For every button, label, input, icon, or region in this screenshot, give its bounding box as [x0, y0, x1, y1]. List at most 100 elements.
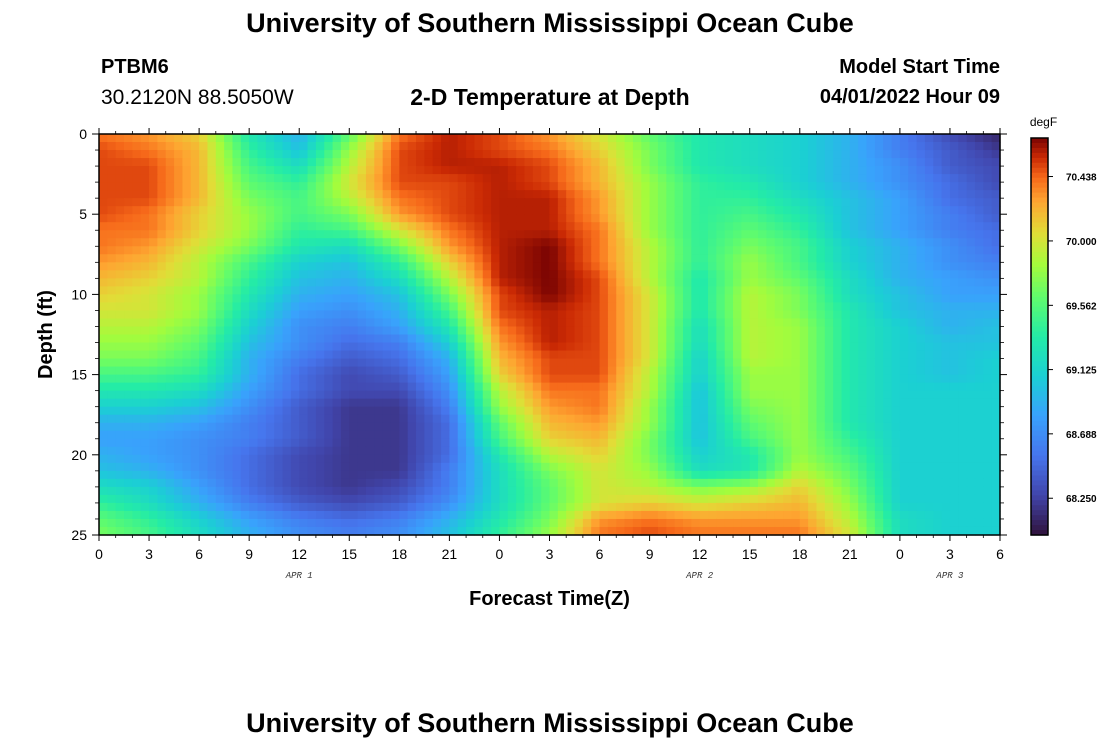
heatmap-cell	[924, 414, 934, 424]
heatmap-cell	[207, 374, 217, 384]
heatmap-cell	[99, 374, 108, 384]
heatmap-cell	[307, 478, 317, 488]
heatmap-cell	[824, 342, 834, 352]
heatmap-cell	[749, 310, 759, 320]
heatmap-cell	[749, 302, 759, 312]
heatmap-cell	[966, 262, 976, 271]
heatmap-cell	[758, 342, 767, 352]
heatmap-cell	[866, 190, 876, 199]
heatmap-cell	[824, 294, 834, 304]
heatmap-cell	[883, 302, 893, 312]
heatmap-cell	[140, 246, 150, 255]
heatmap-cell	[307, 438, 317, 448]
heatmap-cell	[549, 150, 559, 159]
heatmap-cell	[140, 374, 150, 384]
heatmap-cell	[541, 150, 551, 159]
heatmap-cell	[482, 334, 492, 344]
heatmap-cell	[724, 246, 734, 255]
heatmap-cell	[908, 462, 918, 472]
heatmap-cell	[190, 430, 200, 440]
heatmap-cell	[966, 462, 976, 472]
heatmap-cell	[874, 414, 884, 424]
heatmap-cell	[499, 294, 509, 304]
heatmap-cell	[340, 230, 350, 239]
heatmap-cell	[140, 438, 150, 448]
heatmap-cell	[549, 174, 559, 183]
heatmap-cell	[149, 422, 158, 432]
heatmap-cell	[858, 326, 868, 336]
heatmap-cell	[883, 286, 893, 295]
heatmap-cell	[699, 222, 709, 231]
heatmap-cell	[557, 206, 567, 215]
heatmap-cell	[766, 190, 776, 199]
heatmap-cell	[274, 430, 284, 440]
heatmap-cell	[949, 166, 959, 175]
heatmap-cell	[524, 150, 534, 159]
heatmap-cell	[390, 294, 400, 304]
heatmap-cell	[107, 374, 117, 384]
heatmap-cell	[741, 374, 751, 384]
heatmap-cell	[916, 462, 926, 472]
heatmap-cell	[507, 334, 517, 344]
heatmap-cell	[666, 310, 676, 320]
heatmap-cell	[874, 462, 884, 472]
heatmap-cell	[232, 270, 242, 279]
heatmap-cell	[991, 262, 1001, 271]
heatmap-cell	[432, 342, 442, 352]
heatmap-cell	[382, 430, 392, 440]
heatmap-cell	[482, 158, 492, 167]
heatmap-cell	[933, 406, 943, 416]
heatmap-cell	[491, 294, 501, 304]
heatmap-cell	[791, 174, 801, 183]
heatmap-cell	[799, 206, 809, 215]
heatmap-cell	[257, 222, 267, 231]
heatmap-cell	[265, 270, 275, 279]
heatmap-cell	[933, 158, 943, 167]
heatmap-cell	[858, 134, 868, 143]
heatmap-cell	[340, 430, 350, 440]
heatmap-cell	[315, 198, 325, 207]
heatmap-cell	[899, 326, 909, 336]
heatmap-cell	[516, 150, 526, 159]
heatmap-cell	[941, 158, 951, 167]
heatmap-cell	[157, 158, 167, 167]
heatmap-cell	[833, 238, 843, 247]
heatmap-cell	[816, 446, 826, 456]
heatmap-cell	[165, 470, 175, 480]
heatmap-cell	[641, 294, 651, 304]
heatmap-cell	[274, 334, 284, 344]
heatmap-cell	[432, 390, 442, 400]
heatmap-cell	[324, 446, 334, 456]
heatmap-cell	[774, 454, 784, 464]
heatmap-cell	[574, 374, 584, 384]
heatmap-cell	[232, 502, 242, 512]
heatmap-cell	[607, 134, 617, 143]
heatmap-cell	[274, 502, 284, 512]
heatmap-cell	[390, 422, 400, 432]
heatmap-cell	[182, 254, 192, 263]
heatmap-cell	[783, 182, 793, 191]
heatmap-cell	[365, 286, 375, 295]
heatmap-cell	[816, 230, 826, 239]
heatmap-cell	[591, 478, 601, 488]
heatmap-cell	[682, 254, 692, 263]
heatmap-cell	[958, 398, 968, 408]
heatmap-cell	[883, 470, 893, 480]
heatmap-cell	[824, 398, 834, 408]
heatmap-cell	[566, 422, 576, 432]
heatmap-cell	[165, 478, 175, 488]
heatmap-cell	[499, 494, 509, 504]
heatmap-cell	[974, 246, 984, 255]
heatmap-cell	[424, 326, 434, 336]
heatmap-cell	[482, 206, 492, 215]
heatmap-cell	[841, 278, 851, 287]
heatmap-cell	[741, 142, 751, 151]
heatmap-cell	[991, 198, 1001, 207]
heatmap-cell	[958, 454, 968, 464]
heatmap-cell	[507, 454, 517, 464]
heatmap-cell	[574, 318, 584, 328]
heatmap-cell	[874, 430, 884, 440]
heatmap-cell	[249, 430, 259, 440]
heatmap-cell	[574, 454, 584, 464]
heatmap-cell	[424, 486, 434, 496]
